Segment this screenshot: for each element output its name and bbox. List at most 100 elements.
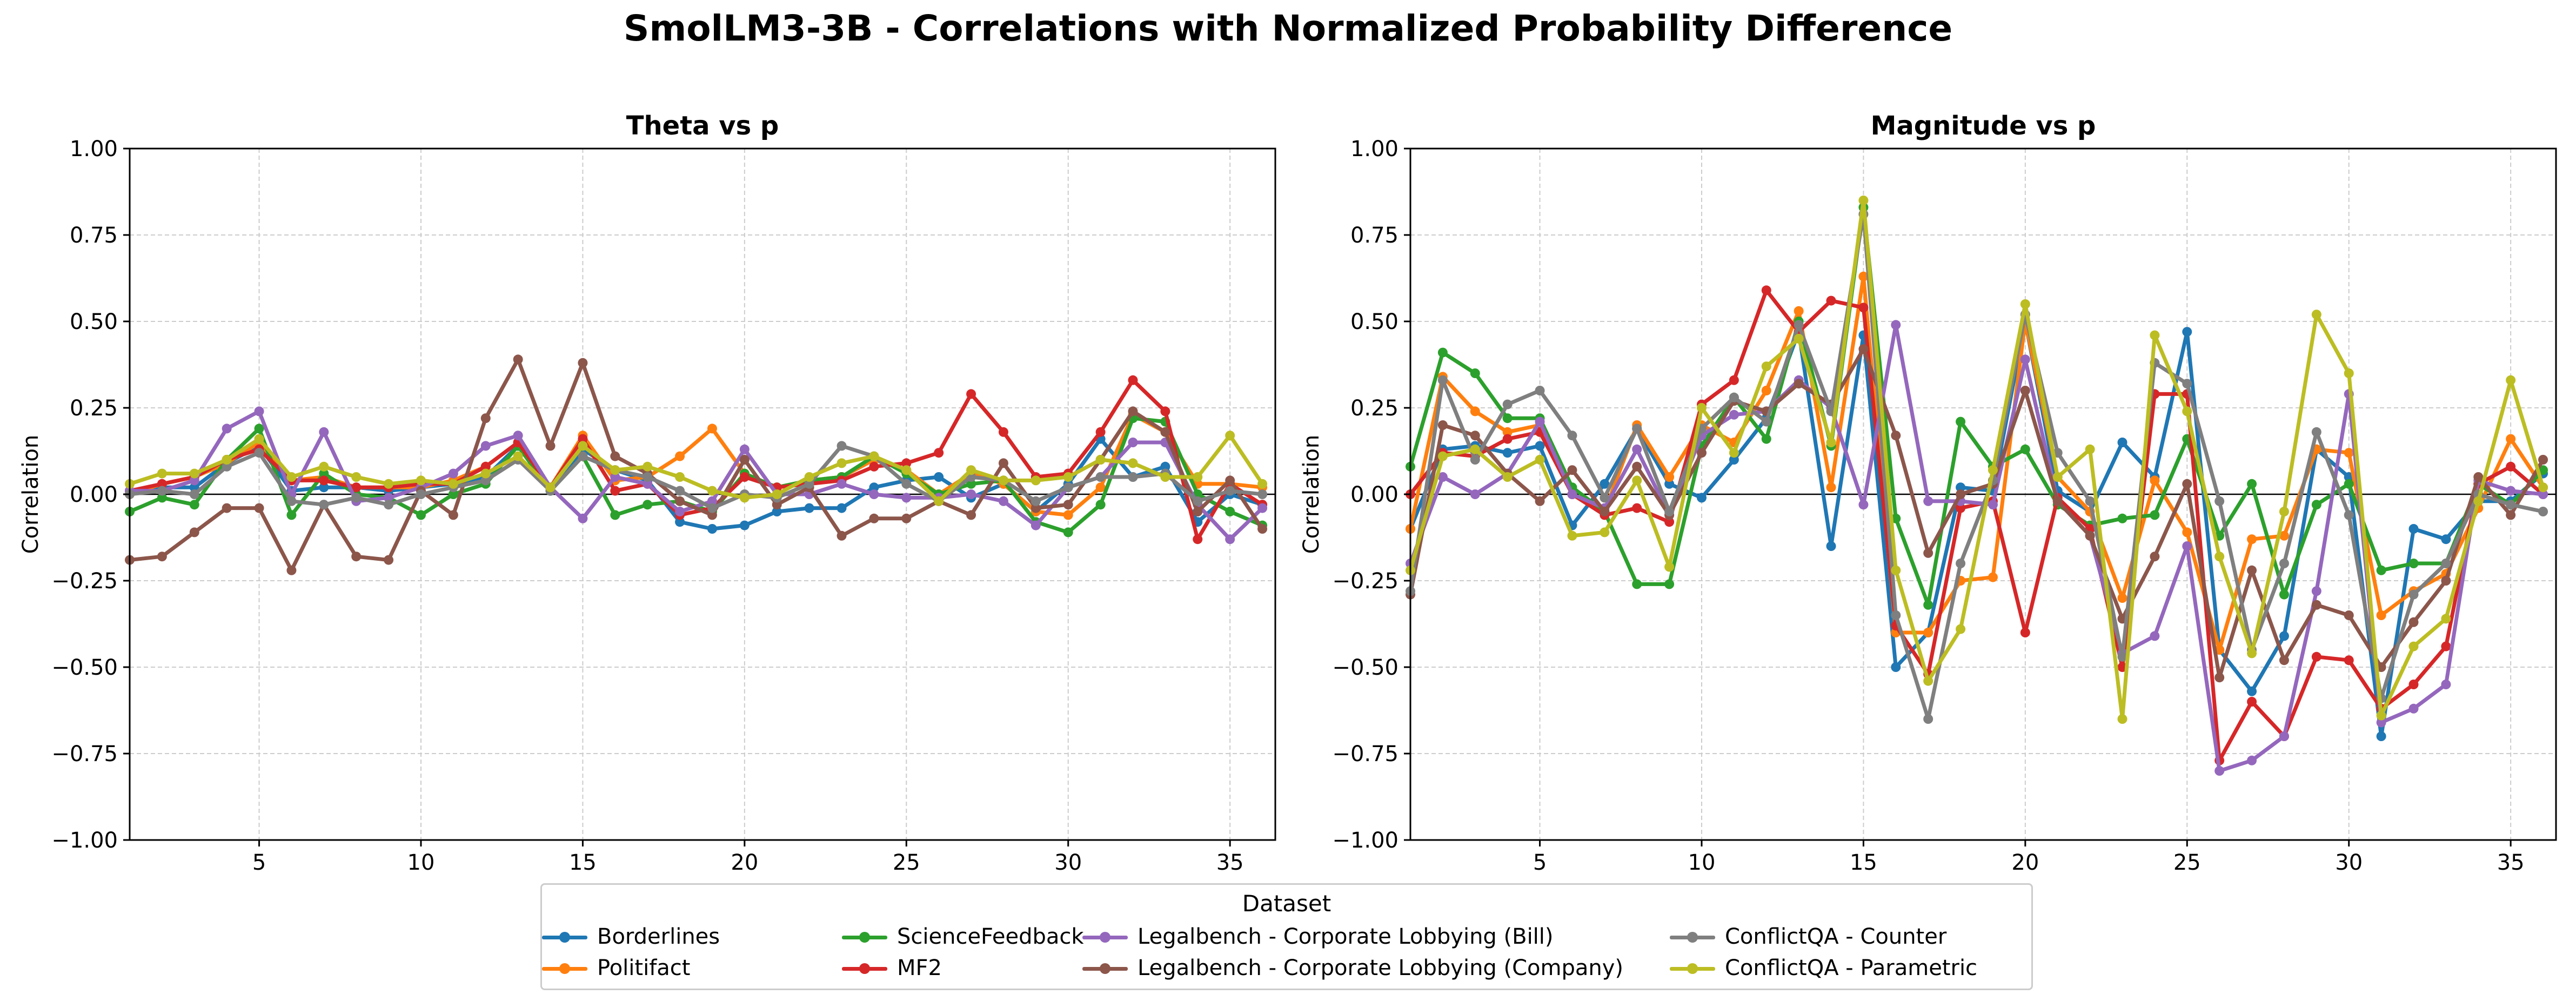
data-point — [1470, 455, 1480, 465]
data-point — [1761, 416, 1771, 427]
data-point — [1794, 334, 1804, 344]
data-point — [1826, 295, 1836, 306]
legend-item: Legalbench - Corporate Lobbying (Bill) — [1082, 923, 1554, 951]
data-point — [2538, 482, 2548, 493]
data-point — [2376, 731, 2386, 741]
x-tick-label: 10 — [407, 850, 435, 875]
data-point — [998, 475, 1008, 486]
data-point — [1257, 479, 1268, 489]
data-point — [869, 461, 879, 472]
legend-marker — [1100, 932, 1110, 943]
data-point — [2506, 375, 2516, 385]
data-point — [157, 552, 167, 562]
data-point — [2473, 472, 2484, 482]
data-point — [222, 424, 232, 434]
data-point — [837, 530, 847, 541]
data-point — [545, 482, 556, 493]
data-point — [2344, 510, 2354, 520]
data-point — [804, 479, 814, 489]
data-point — [1095, 500, 1106, 510]
y-tick-label: 1.00 — [1350, 137, 1399, 162]
data-point — [1095, 455, 1106, 465]
data-point — [319, 468, 329, 479]
data-point — [610, 510, 620, 520]
data-point — [1956, 482, 1966, 493]
subplot-title: Magnitude vs p — [1871, 111, 2096, 141]
series-line — [1408, 212, 2545, 721]
legend-label: Legalbench - Corporate Lobbying (Bill) — [1138, 924, 1554, 949]
data-point — [2538, 507, 2548, 516]
y-tick-label: 0.00 — [1350, 482, 1399, 507]
data-point — [2117, 438, 2127, 447]
data-point — [2085, 496, 2095, 506]
data-point — [2506, 486, 2516, 496]
data-point — [901, 479, 912, 489]
data-point — [2182, 327, 2192, 337]
data-point — [2408, 524, 2419, 534]
data-point — [2408, 617, 2419, 627]
data-point — [1826, 541, 1836, 551]
data-point — [2408, 589, 2419, 600]
data-point — [739, 493, 750, 503]
data-point — [1257, 524, 1268, 534]
data-point — [2020, 386, 2030, 395]
data-point — [578, 513, 588, 523]
data-point — [2408, 641, 2419, 651]
y-tick-label: −0.25 — [51, 569, 118, 594]
legend-swatch — [1082, 954, 1128, 982]
data-point — [351, 552, 362, 562]
legend-swatch — [542, 923, 587, 951]
data-point — [2279, 507, 2289, 516]
data-point — [448, 510, 458, 520]
data-point — [1535, 441, 1545, 451]
data-point — [545, 441, 556, 451]
data-point — [2279, 655, 2289, 666]
data-point — [1956, 624, 1966, 634]
data-point — [2538, 455, 2548, 465]
data-point — [2279, 731, 2289, 741]
data-point — [707, 503, 717, 513]
data-point — [2408, 559, 2419, 568]
data-point — [2214, 496, 2225, 506]
y-axis-label: Correlation — [18, 435, 43, 554]
data-point — [1063, 527, 1073, 537]
data-point — [2506, 461, 2516, 472]
data-point — [416, 475, 426, 486]
legend-label: Politifact — [597, 956, 691, 980]
data-point — [2506, 510, 2516, 520]
series-line — [1408, 198, 2545, 721]
data-point — [1063, 510, 1073, 520]
data-point — [1956, 503, 1966, 513]
data-point — [513, 354, 523, 365]
data-point — [1891, 320, 1901, 330]
data-point — [1891, 610, 1901, 620]
data-point — [1063, 472, 1073, 482]
data-point — [319, 427, 329, 437]
data-point — [513, 451, 523, 461]
data-point — [448, 479, 458, 489]
data-point — [966, 389, 976, 399]
data-point — [739, 444, 750, 454]
data-point — [1664, 472, 1675, 482]
data-point — [2344, 610, 2354, 620]
x-tick-label: 30 — [1054, 850, 1082, 875]
data-point — [1858, 303, 1869, 313]
data-point — [513, 431, 523, 441]
y-tick-label: 0.50 — [1350, 310, 1399, 334]
data-point — [2117, 714, 2127, 724]
data-point — [1257, 503, 1268, 513]
data-point — [610, 465, 620, 475]
data-point — [1193, 534, 1203, 545]
data-point — [254, 424, 264, 434]
data-point — [804, 472, 814, 482]
data-point — [2020, 354, 2030, 365]
data-point — [1031, 475, 1041, 486]
data-point — [319, 475, 329, 486]
data-point — [351, 493, 362, 503]
data-point — [1794, 379, 1804, 389]
data-point — [1128, 438, 1138, 447]
data-point — [2247, 565, 2257, 575]
data-point — [2247, 648, 2257, 658]
data-point — [2376, 662, 2386, 672]
series-conflictqa-parametric — [125, 431, 1268, 506]
